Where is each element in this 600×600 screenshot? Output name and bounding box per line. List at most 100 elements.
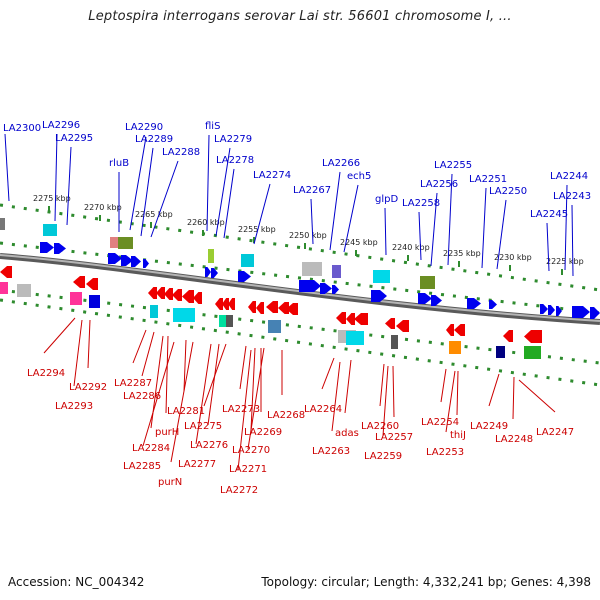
upper-label-la2300: LA2300 [3, 123, 41, 134]
scale-tick-2240-kbp: 2240 kbp [392, 243, 430, 252]
forward-gene-arrow [572, 306, 590, 318]
orange-feature-box [449, 341, 461, 354]
lower-label-la2293: LA2293 [55, 401, 93, 412]
forward-gene-arrow [54, 243, 66, 254]
reverse-gene-arrow [278, 302, 289, 314]
magenta-feature-box [70, 292, 82, 305]
leader-line-la2288 [150, 160, 179, 238]
scale-tick-2265-kbp: 2265 kbp [135, 210, 173, 219]
leader-line-la2273 [239, 345, 247, 390]
blue-feature-box [89, 295, 100, 308]
upper-label-la2274: LA2274 [253, 170, 291, 181]
forward-gene-arrow [143, 259, 149, 268]
lower-label-la2285: LA2285 [123, 461, 161, 472]
leader-line-la2264 [321, 357, 335, 390]
reverse-gene-arrow [256, 302, 264, 314]
lower-outer-track [0, 298, 600, 387]
olive-feature-box [420, 276, 435, 289]
upper-label-la2255: LA2255 [434, 160, 472, 171]
forward-gene-arrow [108, 253, 122, 264]
reverse-gene-arrow [503, 330, 513, 342]
lower-label-la2269: LA2269 [244, 427, 282, 438]
forward-gene-arrow [590, 307, 600, 319]
leader-line-la2267 [310, 198, 314, 245]
lower-label-la2277: LA2277 [178, 459, 216, 470]
leader-line-purh [165, 335, 169, 414]
leader-line-la2295 [66, 146, 72, 226]
reverse-gene-arrow [193, 292, 202, 304]
reverse-gene-arrow [156, 287, 165, 299]
dark-feature-box [226, 315, 233, 327]
lower-label-la2276: LA2276 [190, 440, 228, 451]
lower-label-la2271: LA2271 [229, 464, 267, 475]
lower-label-la2286: LA2286 [123, 391, 161, 402]
gene-arrows [0, 242, 600, 343]
scale-tick-2275-kbp: 2275 kbp [33, 194, 71, 203]
lower-label-adas: adas [335, 428, 359, 439]
upper-label-flis: fliS [205, 121, 220, 132]
scale-tick-2245-kbp: 2245 kbp [340, 238, 378, 247]
leader-line-la2293 [73, 319, 83, 387]
navy-feature-box [496, 346, 505, 358]
upper-label-la2290: LA2290 [125, 122, 163, 133]
leader-line-la2254 [440, 368, 447, 403]
leader-line-la2276 [207, 343, 220, 426]
forward-gene-arrow [418, 293, 432, 304]
reverse-gene-arrow [446, 324, 454, 336]
upper-label-la2250: LA2250 [489, 186, 527, 197]
reverse-gene-arrow [354, 313, 368, 325]
reverse-gene-arrow [336, 312, 346, 324]
leader-line-la2272 [237, 349, 252, 471]
cyan-feature-box [43, 224, 57, 236]
reverse-gene-arrow [73, 276, 85, 288]
lower-inner-track [0, 288, 600, 365]
leader-line-la2249 [488, 373, 500, 407]
lower-label-la2275: LA2275 [184, 421, 222, 432]
upper-label-la2256: LA2256 [420, 179, 458, 190]
lower-label-la2263: LA2263 [312, 446, 350, 457]
leader-line-la2250 [496, 199, 507, 270]
track-lines [0, 203, 600, 387]
feature-boxes [0, 218, 541, 359]
leader-line-la2260 [379, 363, 385, 407]
magenta-feature-box [0, 282, 8, 294]
dark-feature-box [391, 335, 398, 349]
scale-tick-2230-kbp: 2230 kbp [494, 253, 532, 262]
leader-line-la2263 [331, 361, 341, 432]
upper-label-la2279: LA2279 [214, 134, 252, 145]
forward-gene-arrow [238, 271, 251, 282]
upper-label-la2245: LA2245 [530, 209, 568, 220]
upper-label-la2243: LA2243 [553, 191, 591, 202]
upper-label-la2278: LA2278 [216, 155, 254, 166]
leader-line-glpd [384, 207, 387, 256]
grey-feature-box [302, 262, 322, 276]
scale-tick-2250-kbp: 2250 kbp [289, 231, 327, 240]
lower-label-la2264: LA2264 [304, 404, 342, 415]
forward-gene-arrow [489, 300, 497, 309]
lower-label-la2253: LA2253 [426, 447, 464, 458]
yellow-green-feature-box [208, 249, 214, 263]
forward-gene-arrow [371, 290, 387, 302]
leader-line-la2266 [329, 171, 341, 251]
leader-line-flis [206, 134, 210, 232]
leader-line-la2255 [447, 173, 453, 266]
reverse-gene-arrow [222, 298, 229, 310]
leader-line-la2270 [250, 347, 256, 431]
chart-title: Leptospira interrogans serovar Lai str. … [88, 9, 512, 24]
upper-label-la2244: LA2244 [550, 171, 588, 182]
steel-blue-feature-box [268, 320, 281, 333]
lower-label-la2254: LA2254 [421, 417, 459, 428]
leader-line-la2287 [132, 329, 147, 364]
lower-label-purh: purH [155, 427, 179, 438]
label-leader-lines [4, 133, 574, 471]
leader-line-la2244 [564, 184, 568, 271]
forward-gene-arrow [540, 304, 548, 314]
forward-gene-arrow [548, 305, 555, 315]
leader-line-la2258 [418, 211, 422, 261]
upper-label-la2251: LA2251 [469, 174, 507, 185]
reverse-gene-arrow [0, 266, 12, 278]
lower-label-la2273: LA2273 [222, 404, 260, 415]
upper-label-ech5: ech5 [347, 171, 371, 182]
lower-label-la2284: LA2284 [132, 443, 170, 454]
forward-gene-arrow [556, 306, 562, 316]
